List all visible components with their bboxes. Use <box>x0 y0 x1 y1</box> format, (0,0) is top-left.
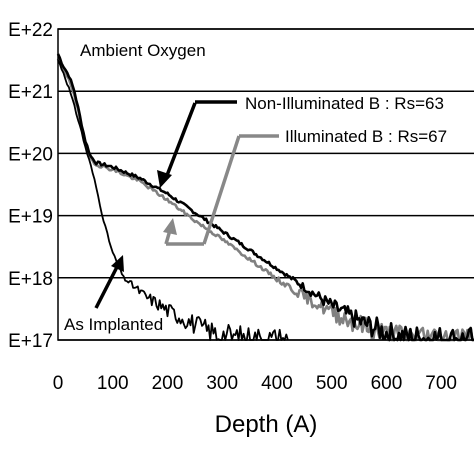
grid <box>58 28 474 341</box>
y-tick-label: E+21 <box>8 82 53 103</box>
x-tick-label: 700 <box>425 373 457 394</box>
x-tick-label: 600 <box>371 373 403 394</box>
callout-as-implanted <box>94 255 124 309</box>
y-tick-label: E+18 <box>8 269 53 290</box>
arrow-shaft-non-illuminated <box>164 102 197 179</box>
x-tick-label: 500 <box>316 373 348 394</box>
arrowhead-non-illuminated <box>157 170 172 188</box>
y-tick-label: E+22 <box>8 20 53 41</box>
y-tick-label: E+19 <box>8 207 53 228</box>
series-line-0 <box>56 53 474 342</box>
x-tick-label: 300 <box>206 373 238 394</box>
arrow-shaft-as-implanted <box>94 264 120 309</box>
y-tick-label: E+20 <box>8 144 53 165</box>
y-tick-label: E+17 <box>8 331 53 352</box>
x-tick-labels: 0 100 200 300 400 500 600 700 <box>53 373 457 394</box>
callout-non-illuminated <box>157 100 237 188</box>
arrowhead-illuminated <box>163 218 177 235</box>
x-tick-label: 100 <box>97 373 129 394</box>
annotation-illuminated: Illuminated B : Rs=67 <box>285 127 447 146</box>
x-tick-label: 400 <box>261 373 293 394</box>
callout-illuminated <box>163 134 279 246</box>
arrowhead-as-implanted <box>111 255 124 272</box>
annotation-ambient-oxygen: Ambient Oxygen <box>80 41 206 60</box>
x-tick-label: 200 <box>152 373 184 394</box>
x-axis-title: Depth (A) <box>215 411 318 438</box>
annotation-non-illuminated: Non-Illuminated B : Rs=63 <box>245 94 444 113</box>
bracket-right-illuminated <box>202 135 241 245</box>
y-tick-labels: E+22 E+21 E+20 E+19 E+18 E+17 <box>8 20 53 352</box>
plot-frame <box>57 28 474 341</box>
x-tick-label: 0 <box>53 373 64 394</box>
annotation-as-implanted: As Implanted <box>64 315 163 334</box>
